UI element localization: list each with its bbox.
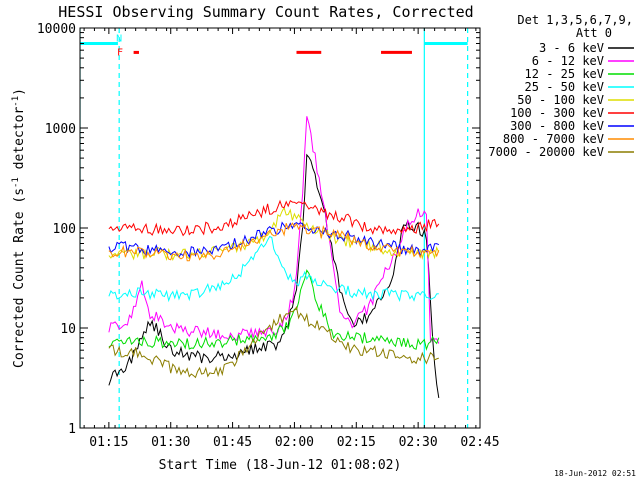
y-axis-label-sup2: -1 bbox=[11, 96, 21, 107]
plot-frame bbox=[79, 27, 481, 429]
x-tick-label-1: 01:30 bbox=[151, 435, 190, 450]
legend-label-0: 3 - 6 keV bbox=[539, 41, 604, 55]
markers-layer: NF bbox=[116, 34, 123, 59]
y-axis-label: Corrected Count Rate (s-1 detector-1) bbox=[11, 88, 27, 368]
marker-f: F bbox=[117, 48, 123, 59]
date-stamp: 18-Jun-2012 02:51 bbox=[554, 469, 636, 478]
series-4 bbox=[108, 206, 440, 262]
series-5 bbox=[108, 199, 440, 237]
y-axis: 1 10 100 1000 10000 bbox=[37, 22, 480, 437]
series-2 bbox=[108, 269, 440, 351]
y-axis-label-end: ) bbox=[12, 88, 27, 96]
legend-header-2: Att 0 bbox=[576, 26, 612, 40]
series-layer bbox=[108, 116, 440, 398]
x-tick-label-5: 02:30 bbox=[399, 435, 438, 450]
y-axis-label-sup1: -1 bbox=[11, 177, 21, 188]
legend-label-3: 25 - 50 keV bbox=[525, 80, 604, 94]
series-8 bbox=[108, 305, 439, 379]
y-tick-label-0: 1 bbox=[68, 422, 76, 437]
y-tick-label-2: 100 bbox=[53, 222, 76, 237]
series-7 bbox=[108, 222, 440, 262]
series-6 bbox=[108, 221, 440, 259]
series-3 bbox=[108, 235, 439, 303]
vertical-lines bbox=[80, 28, 469, 428]
marker-n: N bbox=[116, 34, 122, 45]
bars-layer bbox=[80, 41, 468, 54]
legend-label-4: 50 - 100 keV bbox=[517, 93, 604, 107]
legend-label-2: 12 - 25 keV bbox=[525, 67, 604, 81]
series-0 bbox=[108, 153, 440, 398]
x-axis: 01:15 01:30 01:45 02:00 02:15 02:30 02:45 bbox=[83, 28, 500, 450]
x-tick-label-0: 01:15 bbox=[89, 435, 128, 450]
y-axis-label-main: Corrected Count Rate (s bbox=[12, 188, 27, 368]
legend-header-1: Det 1,3,5,6,7,9, bbox=[517, 13, 633, 27]
chart-title: HESSI Observing Summary Count Rates, Cor… bbox=[58, 3, 473, 21]
y-axis-label-mid: detector bbox=[12, 107, 27, 178]
y-tick-label-3: 1000 bbox=[45, 122, 76, 137]
legend-label-7: 800 - 7000 keV bbox=[503, 132, 604, 146]
legend-label-8: 7000 - 20000 keV bbox=[488, 145, 604, 159]
legend-label-1: 6 - 12 keV bbox=[532, 54, 604, 68]
legend-label-6: 300 - 800 keV bbox=[510, 119, 604, 133]
x-tick-label-6: 02:45 bbox=[460, 435, 499, 450]
y-tick-label-1: 10 bbox=[60, 322, 76, 337]
y-tick-label-4: 10000 bbox=[37, 22, 76, 37]
legend-label-5: 100 - 300 keV bbox=[510, 106, 604, 120]
x-tick-label-4: 02:15 bbox=[337, 435, 376, 450]
x-axis-label: Start Time (18-Jun-12 01:08:02) bbox=[159, 458, 402, 473]
x-tick-label-2: 01:45 bbox=[213, 435, 252, 450]
x-tick-label-3: 02:00 bbox=[275, 435, 314, 450]
